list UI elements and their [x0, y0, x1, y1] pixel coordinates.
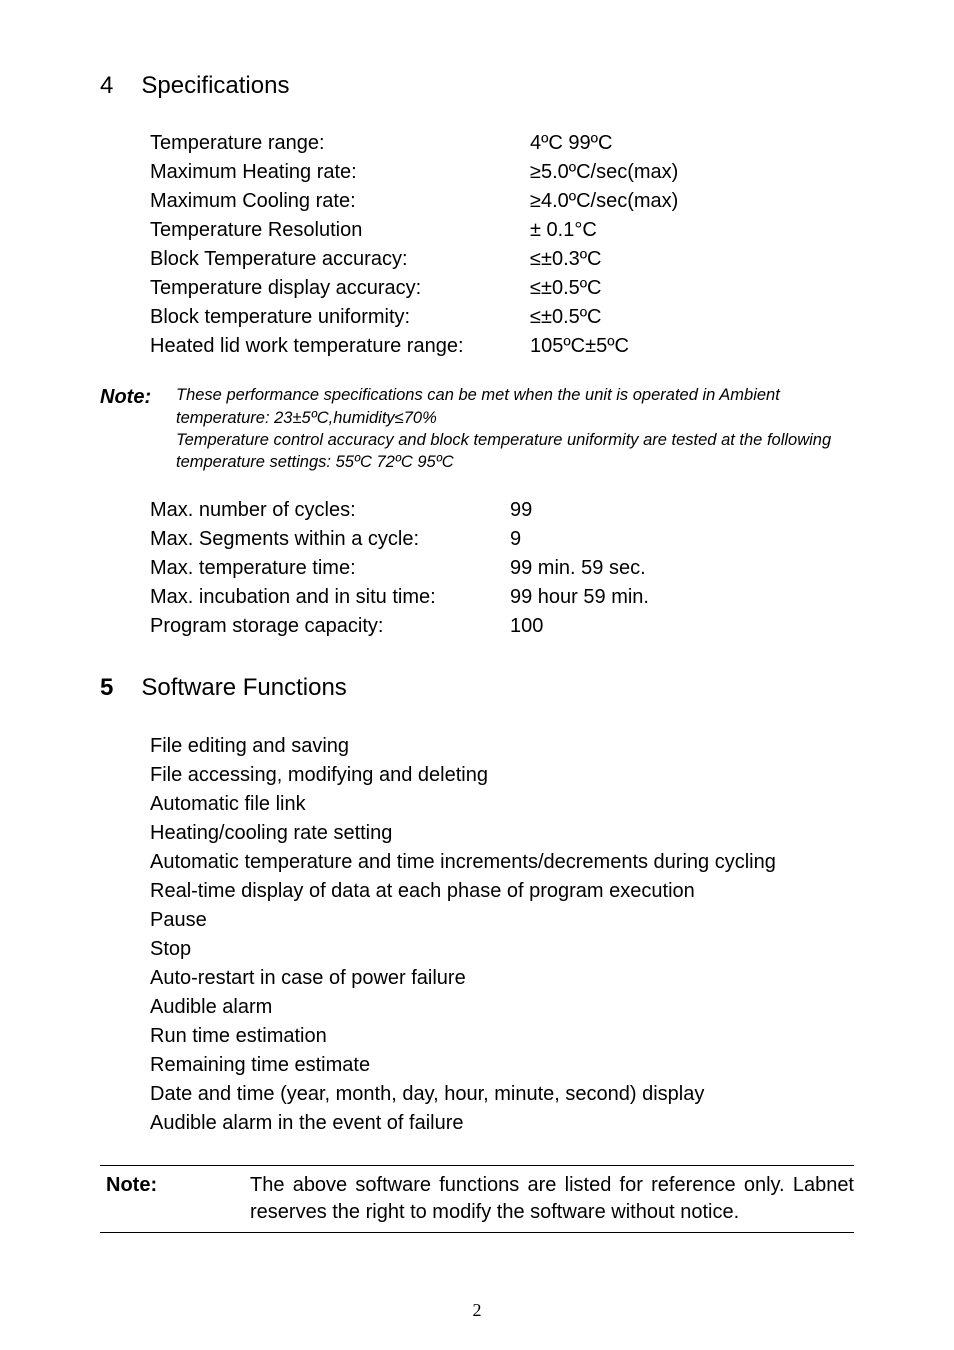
spec-label: Temperature display accuracy:: [150, 275, 530, 302]
section-4-title: Specifications: [141, 70, 289, 102]
spec-label: Block temperature uniformity:: [150, 304, 530, 331]
spec-value: ≥4.0ºC/sec(max): [530, 188, 854, 215]
spec-label: Maximum Heating rate:: [150, 159, 530, 186]
section-5-heading: 5 Software Functions: [100, 672, 854, 704]
list-item: Date and time (year, month, day, hour, m…: [150, 1081, 854, 1108]
list-item: Stop: [150, 936, 854, 963]
list-item: Auto-restart in case of power failure: [150, 965, 854, 992]
list-item: Pause: [150, 907, 854, 934]
section-5-number: 5: [100, 672, 113, 704]
spec-label: Temperature Resolution: [150, 217, 530, 244]
section-5-title: Software Functions: [141, 672, 346, 704]
note-label: Note:: [100, 384, 160, 429]
spec-value: ≤±0.5ºC: [530, 304, 854, 331]
note-text: These performance specifications can be …: [176, 384, 854, 429]
max-label: Max. incubation and in situ time:: [150, 584, 510, 611]
list-item: Run time estimation: [150, 1023, 854, 1050]
list-item: Remaining time estimate: [150, 1052, 854, 1079]
spec-value: 4ºC 99ºC: [530, 130, 854, 157]
max-label: Program storage capacity:: [150, 613, 510, 640]
note-performance: Note: These performance specifications c…: [100, 384, 854, 473]
section-4-number: 4: [100, 70, 113, 102]
list-item: Audible alarm in the event of failure: [150, 1110, 854, 1137]
note2-text: The above software functions are listed …: [250, 1165, 854, 1232]
note2-label: Note:: [100, 1165, 250, 1232]
list-item: Automatic temperature and time increment…: [150, 849, 854, 876]
max-value: 100: [510, 613, 854, 640]
max-table: Max. number of cycles: 99 Max. Segments …: [100, 497, 854, 640]
spec-value: ± 0.1°C: [530, 217, 854, 244]
note-software-table: Note: The above software functions are l…: [100, 1165, 854, 1233]
max-value: 99 min. 59 sec.: [510, 555, 854, 582]
spec-label: Heated lid work temperature range:: [150, 333, 530, 360]
max-value: 99 hour 59 min.: [510, 584, 854, 611]
spec-value: ≤±0.3ºC: [530, 246, 854, 273]
spec-table: Temperature range: 4ºC 99ºC Maximum Heat…: [100, 130, 854, 360]
section-4-heading: 4 Specifications: [100, 70, 854, 102]
max-value: 99: [510, 497, 854, 524]
spec-value: ≥5.0ºC/sec(max): [530, 159, 854, 186]
max-label: Max. number of cycles:: [150, 497, 510, 524]
list-item: Real-time display of data at each phase …: [150, 878, 854, 905]
spec-label: Maximum Cooling rate:: [150, 188, 530, 215]
max-label: Max. Segments within a cycle:: [150, 526, 510, 553]
software-functions-list: File editing and saving File accessing, …: [100, 733, 854, 1137]
max-label: Max. temperature time:: [150, 555, 510, 582]
spec-value: 105ºC±5ºC: [530, 333, 854, 360]
list-item: Heating/cooling rate setting: [150, 820, 854, 847]
spec-label: Block Temperature accuracy:: [150, 246, 530, 273]
max-value: 9: [510, 526, 854, 553]
list-item: File accessing, modifying and deleting: [150, 762, 854, 789]
spec-value: ≤±0.5ºC: [530, 275, 854, 302]
note-text: Temperature control accuracy and block t…: [100, 429, 854, 474]
spec-label: Temperature range:: [150, 130, 530, 157]
list-item: File editing and saving: [150, 733, 854, 760]
page-number: 2: [0, 1298, 954, 1322]
list-item: Automatic file link: [150, 791, 854, 818]
list-item: Audible alarm: [150, 994, 854, 1021]
